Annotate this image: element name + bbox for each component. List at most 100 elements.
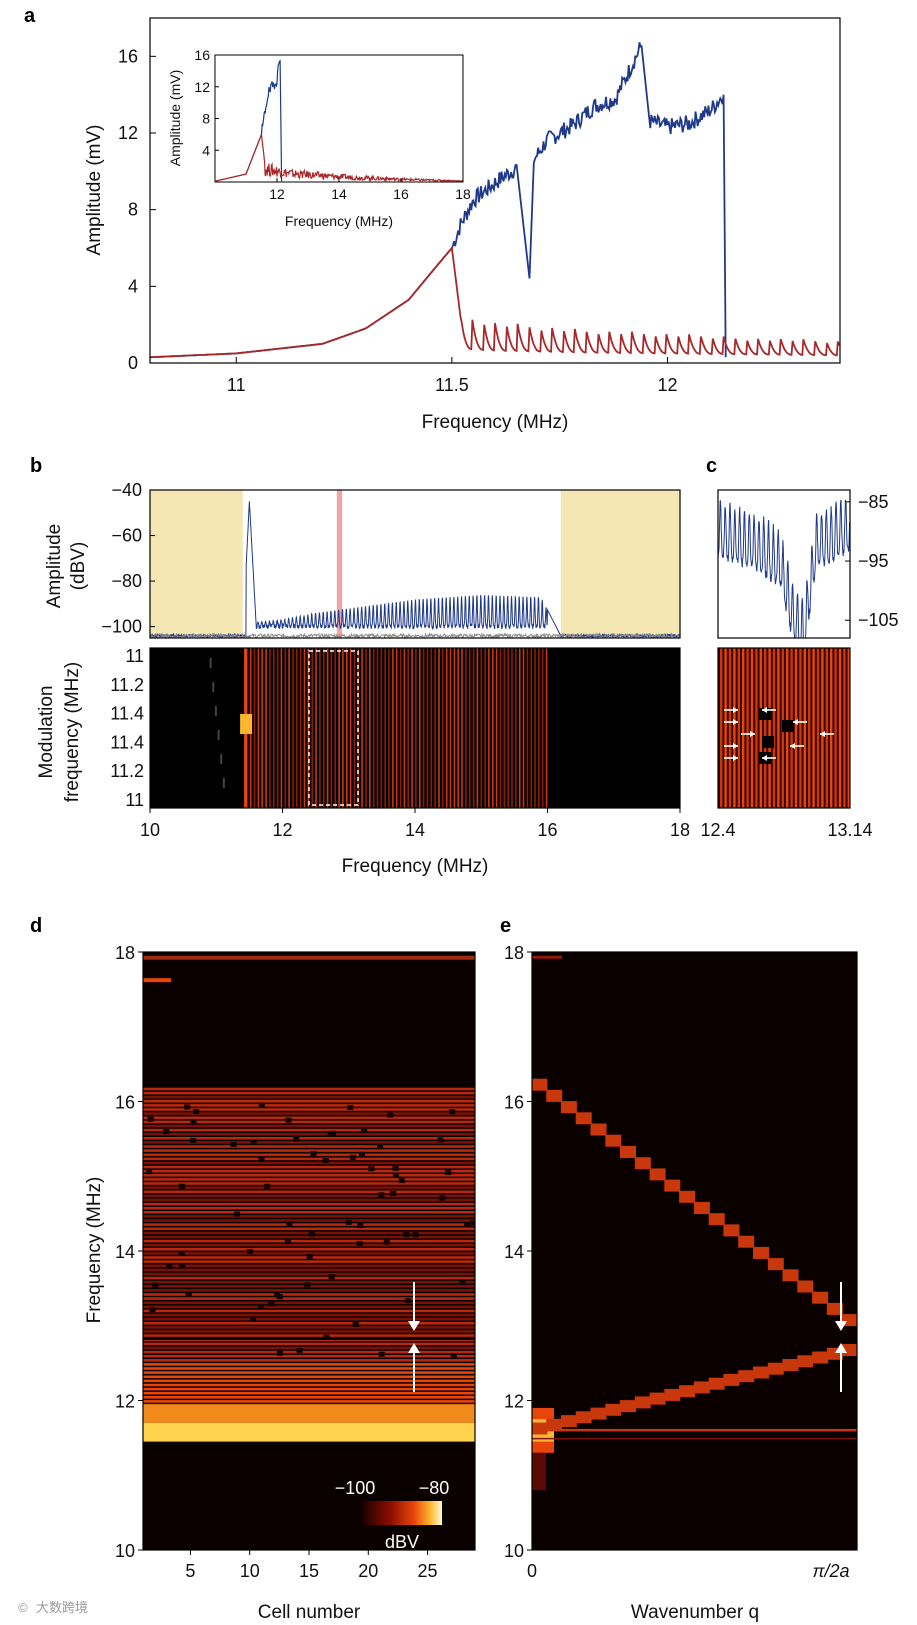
panel-e-lower-branch-cell [812,1351,829,1364]
panel-c-heatmap-band [720,648,723,808]
panel-d-node [449,1109,456,1115]
panel-e-top-band [532,955,562,959]
panel-d-band-line [143,1330,475,1333]
panel-b-heatmap-band [545,648,548,808]
panel-d-band-line [143,1276,475,1280]
panel-b-heatmap-ytick-label: 11.2 [110,761,144,781]
panel-e-upper-branch-cell [812,1291,829,1304]
panel-b-heatmap-band [488,648,490,808]
panel-b-heatmap-faint-trace [214,706,217,716]
panel-d-band-line [143,1095,475,1099]
watermark-text: 大数跨境 [36,1600,88,1615]
panel-b-heatmap-band [499,648,502,808]
panel-d-gap-line [143,1336,475,1340]
panel-c-heatmap-band [742,648,745,808]
panel-c-heatmap-dark-spot [782,720,794,732]
panel-b-heatmap-band [365,648,367,808]
panel-b-heatmap-band [457,648,459,808]
panel-d-node [450,1353,457,1359]
panel-e-lower-branch-cell [797,1355,814,1368]
panel-d-band-line [143,1359,475,1362]
panel-b-heatmap-band [388,648,390,808]
panel-b-heatmap-bright-spot [240,714,253,734]
panel-b-heatmap-band [330,648,333,808]
panel-b-heatmap-band [511,648,513,808]
panel-d-node [377,1144,384,1150]
panel-c-heatmap: 12.4 13.14 [700,647,873,840]
panel-d-down-arrowhead-icon [408,1320,420,1331]
panel-b-heatmap-band [476,648,479,808]
panel-e-upper-branch-cell [620,1146,636,1158]
panel-c-heatmap-band [746,648,749,808]
panel-d-background [143,952,475,1550]
colorbar-max-label: −80 [419,1478,450,1498]
panel-b-heatmap-selection-box [308,650,359,806]
panel-d-node [445,1170,452,1175]
panel-d-node [398,1178,405,1184]
panel-d-band-line [143,1396,475,1399]
panel-b-letter: b [30,455,42,477]
panel-b-heatmap-faint-trace [222,778,225,788]
panel-b-heatmap-band [480,648,483,808]
panel-d-node [470,1220,475,1226]
panel-e-lower-branch-cell [532,1422,548,1435]
panel-c-letter: c [706,455,717,477]
panel-e-ytick-label: 12 [504,1392,524,1412]
panel-d-band-line [143,1202,475,1206]
panel-b-frame [149,489,681,639]
panel-d-xtick-label: 10 [240,1561,260,1581]
panel-c-heatmap-band [847,648,850,808]
panel-a-ytick-label: 12 [118,123,138,143]
panel-c-heatmap-frame [717,647,851,809]
panel-b-heatmap-band [342,648,344,808]
panel-d-node [277,1350,283,1356]
panel-b-heatmap-band [465,648,467,808]
panel-d-node [258,1156,265,1162]
panel-e-lower-branch-cell [575,1411,592,1424]
panel-d-band-line [143,1354,475,1358]
panel-e-lower-branch-cell [841,1344,857,1356]
panel-c-heatmap-band [825,648,828,808]
panel-d-node [383,1239,390,1245]
panel-b-heatmap-band [442,648,444,808]
panel-a-xtick-label: 11 [227,375,246,395]
panel-a-inset-xtick-label: 12 [269,186,285,202]
panel-e-lower-branch-cell [620,1400,636,1413]
panel-b-heatmap: 11 11.2 11.4 11.4 11.2 11 10 12 14 16 18 [110,646,690,840]
panel-d-node [268,1301,275,1307]
panel-e-lower-branch-cell [782,1359,799,1371]
panel-b-heatmap-band [407,648,409,808]
panel-d-node [152,1282,159,1288]
panel-e-lower-branch-cell [679,1385,696,1398]
panel-b-heatmap-ytick-label: 11.2 [110,675,144,695]
panel-b-heatmap-band [515,648,517,808]
panel-d-band-line [143,1128,475,1132]
panel-e-lower-branch-cell [664,1388,681,1401]
panel-d-band-line [143,1260,475,1263]
panel-d-node [392,1165,399,1171]
panel-d-node [437,1137,444,1143]
panel-a-inset-ytick-label: 12 [194,79,210,95]
panel-e-lower-branch-cell [693,1381,710,1394]
panel-d-node [190,1138,196,1143]
panel-d-node [439,1195,446,1201]
panel-d-node [378,1192,385,1198]
panel-c-heatmap-band [816,648,820,808]
panel-d-node [149,1307,156,1313]
panel-b-heatmap-band [349,648,352,808]
panel-e-upper-branch-cell [605,1134,622,1147]
panel-c-heatmap-band [737,648,740,808]
panel-d-band-line [143,1239,475,1243]
panel-d-band-line [143,1379,475,1383]
panel-c-heatmap-band [733,648,736,808]
panel-d-band-line [143,1326,475,1329]
panel-d-band-line [143,1350,475,1354]
panel-a: 11 11.5 12 0 4 8 12 16 [118,42,840,395]
panel-c-heatmap-band [803,648,806,808]
panel-b-ytick-label: −80 [111,571,142,591]
panel-d-band-line [143,1194,475,1198]
panel-b-heatmap-band [392,648,394,808]
panel-e-xtick-label: π/2a [812,1561,849,1581]
panel-b-heatmap-area [209,648,548,808]
panel-b-heatmap-band [395,648,398,808]
